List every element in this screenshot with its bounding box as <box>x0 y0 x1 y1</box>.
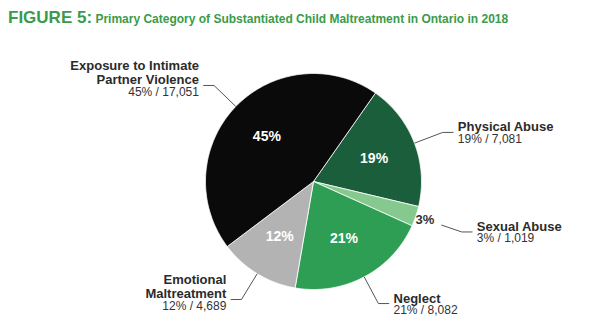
svg-text:21% / 8,082: 21% / 8,082 <box>394 303 458 317</box>
html-text:FIGURE 5:Primary Category of S: FIGURE 5:Primary Category of Substantiat… <box>8 8 509 27</box>
svg-text:21%: 21% <box>330 230 359 246</box>
svg-text:Neglect: Neglect <box>393 290 441 306</box>
svg-text:Physical Abuse: Physical Abuse <box>457 119 554 135</box>
svg-text:Exposure to IntimatePartner Vi: Exposure to IntimatePartner Violence <box>70 58 199 88</box>
svg-text:45% / 17,051: 45% / 17,051 <box>128 85 199 99</box>
svg-text:Sexual Abuse: Sexual Abuse <box>476 219 562 234</box>
svg-text:12% / 4,689: 12% / 4,689 <box>162 299 226 313</box>
svg-text:3%: 3% <box>416 212 435 227</box>
svg-text:19%: 19% <box>360 150 389 166</box>
svg-text:19% / 7,081: 19% / 7,081 <box>458 132 522 146</box>
svg-text:12%: 12% <box>266 228 295 244</box>
svg-text:3% / 1,019: 3% / 1,019 <box>477 231 535 245</box>
svg-text:EmotionalMaltreatment: EmotionalMaltreatment <box>145 272 227 302</box>
svg-text:45%: 45% <box>253 128 282 144</box>
